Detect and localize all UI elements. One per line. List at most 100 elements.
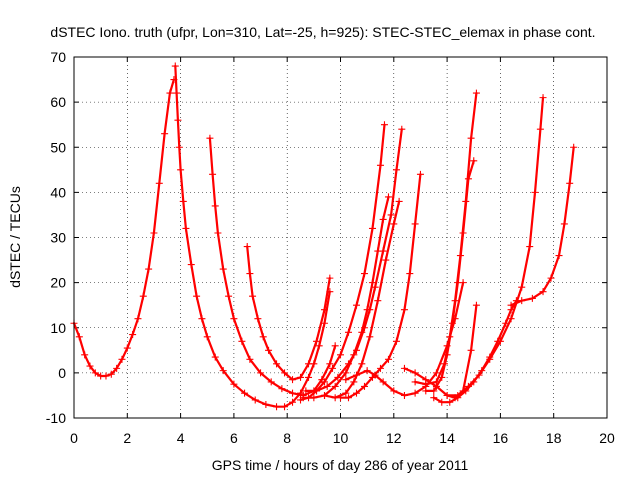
data-point-marker xyxy=(390,387,398,395)
x-tick-label: 14 xyxy=(439,430,455,446)
y-tick-label: 30 xyxy=(50,230,66,246)
data-point-marker xyxy=(344,394,352,402)
data-point-marker xyxy=(392,337,400,345)
series-pass-15 xyxy=(443,94,547,399)
data-point-marker xyxy=(302,387,310,395)
data-point-marker xyxy=(395,197,403,205)
data-point-marker xyxy=(470,157,478,165)
data-point-marker xyxy=(257,369,265,377)
data-point-marker xyxy=(384,193,392,201)
data-point-marker xyxy=(238,337,246,345)
data-point-marker xyxy=(432,369,440,377)
x-tick-label: 4 xyxy=(177,430,185,446)
data-point-marker xyxy=(254,315,262,323)
data-point-marker xyxy=(281,369,289,377)
x-tick-label: 10 xyxy=(333,430,349,446)
data-point-marker xyxy=(536,125,544,133)
data-point-marker xyxy=(390,220,398,228)
data-point-marker xyxy=(547,274,555,282)
data-point-marker xyxy=(352,301,360,309)
data-point-marker xyxy=(321,378,329,386)
series-line xyxy=(72,78,175,378)
y-tick-label: 0 xyxy=(58,365,66,381)
data-point-marker xyxy=(454,279,462,287)
data-point-marker xyxy=(246,355,254,363)
data-point-marker xyxy=(411,378,419,386)
data-point-marker xyxy=(342,369,350,377)
data-point-marker xyxy=(472,89,480,97)
data-point-marker xyxy=(219,265,227,273)
data-point-marker xyxy=(411,389,419,397)
data-point-marker xyxy=(310,394,318,402)
series-pass-1 xyxy=(70,76,178,380)
plot-frame xyxy=(73,56,608,419)
data-point-marker xyxy=(326,360,334,368)
data-point-marker xyxy=(329,364,337,372)
data-point-marker xyxy=(91,369,99,377)
series-line xyxy=(446,96,545,397)
data-point-marker xyxy=(528,294,536,302)
series-pass-13 xyxy=(422,157,478,395)
data-point-marker xyxy=(379,247,387,255)
series-line xyxy=(246,245,331,381)
data-point-marker xyxy=(171,62,179,70)
x-axis-label: GPS time / hours of day 286 of year 2011 xyxy=(212,457,469,473)
data-point-marker xyxy=(278,385,286,393)
data-point-marker xyxy=(366,333,374,341)
data-point-marker xyxy=(334,373,342,381)
data-point-marker xyxy=(243,243,251,251)
data-point-marker xyxy=(342,389,350,397)
data-point-marker xyxy=(113,364,121,372)
data-point-marker xyxy=(337,351,344,359)
data-point-marker xyxy=(475,371,483,379)
data-point-marker xyxy=(107,370,115,378)
data-point-marker xyxy=(315,342,323,350)
data-point-marker xyxy=(129,331,137,339)
data-point-marker xyxy=(150,229,158,237)
data-point-marker xyxy=(145,265,153,273)
x-tick-label: 8 xyxy=(283,430,291,446)
data-point-marker xyxy=(323,382,331,390)
data-point-marker xyxy=(299,394,307,402)
data-point-marker xyxy=(289,389,297,397)
y-tick-label: 50 xyxy=(50,139,66,155)
y-tick-label: 70 xyxy=(50,49,66,65)
data-point-marker xyxy=(371,371,379,379)
data-point-marker xyxy=(416,170,424,178)
data-point-marker xyxy=(321,306,329,314)
data-point-marker xyxy=(430,394,438,402)
data-point-marker xyxy=(400,306,408,314)
data-point-marker xyxy=(331,382,339,390)
series-line xyxy=(299,123,386,401)
data-point-marker xyxy=(265,346,273,354)
data-point-marker xyxy=(358,360,366,368)
data-point-marker xyxy=(134,315,142,323)
data-point-marker xyxy=(166,89,174,97)
data-point-marker xyxy=(352,371,360,379)
x-tick-label: 6 xyxy=(230,430,238,446)
data-point-marker xyxy=(246,270,254,278)
data-point-marker xyxy=(211,202,219,210)
data-point-marker xyxy=(230,380,238,388)
data-point-marker xyxy=(539,288,547,296)
data-point-marker xyxy=(139,292,147,300)
data-point-marker xyxy=(382,256,390,264)
data-point-marker xyxy=(225,292,233,300)
data-point-marker xyxy=(337,394,344,402)
data-point-marker xyxy=(374,297,382,305)
data-point-marker xyxy=(273,403,281,411)
data-point-marker xyxy=(344,360,352,368)
data-point-marker xyxy=(438,373,446,381)
data-point-marker xyxy=(193,292,201,300)
data-point-marker xyxy=(464,382,472,390)
data-point-marker xyxy=(262,400,270,408)
data-point-marker xyxy=(81,351,89,359)
y-tick-label: 60 xyxy=(50,94,66,110)
series-pass-2 xyxy=(171,62,334,411)
data-point-marker xyxy=(289,376,297,384)
data-point-marker xyxy=(273,360,281,368)
data-point-marker xyxy=(350,378,358,386)
data-point-marker xyxy=(406,270,414,278)
data-point-marker xyxy=(118,355,126,363)
